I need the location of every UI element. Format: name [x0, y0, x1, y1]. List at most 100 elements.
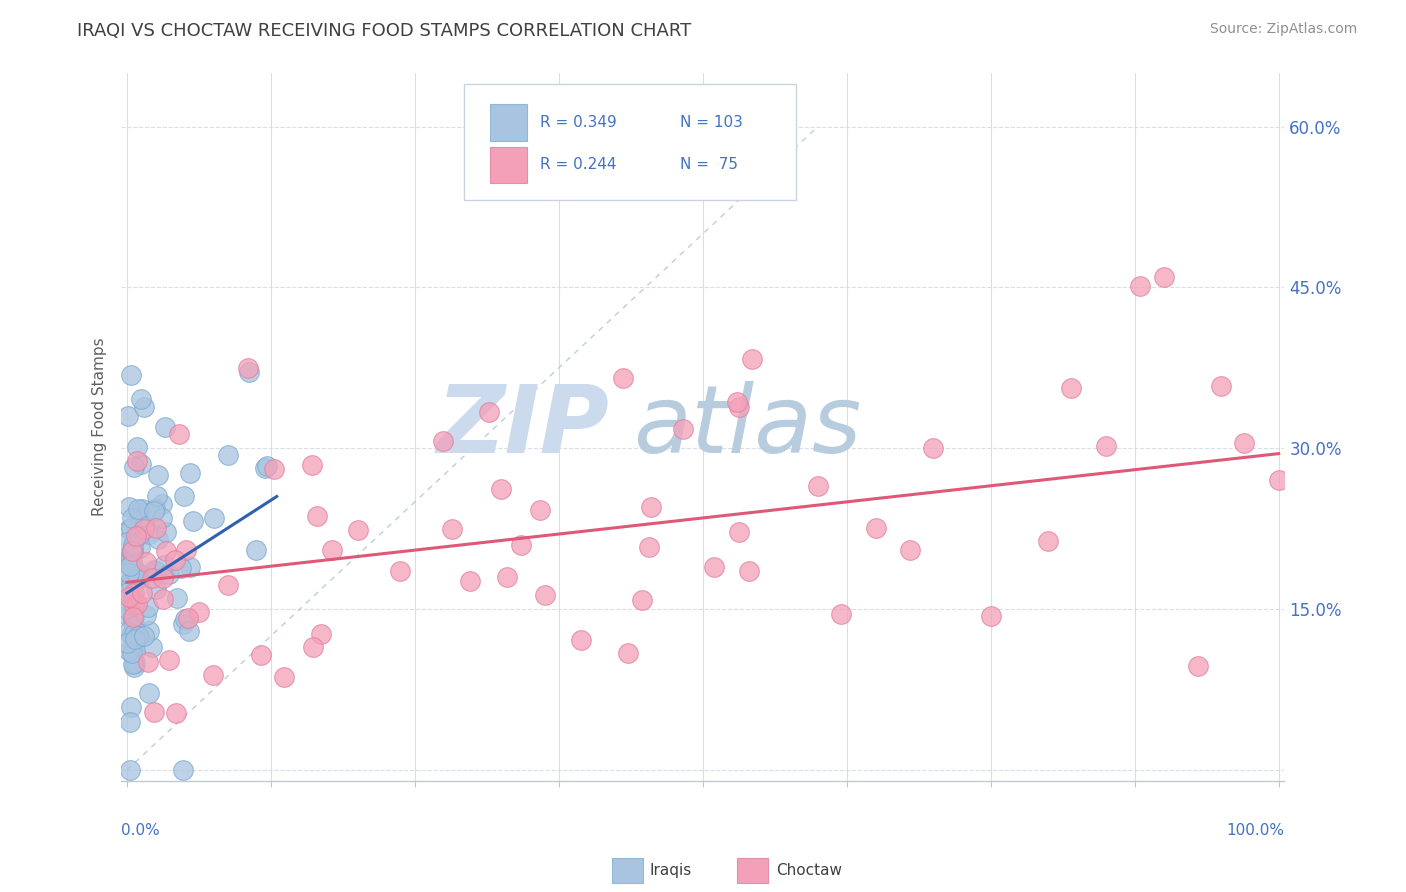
Point — [122, 619, 145, 633]
Point — [122, 610, 145, 624]
Point — [117, 585, 139, 599]
Point — [121, 544, 143, 558]
Point — [727, 400, 749, 414]
Point — [129, 392, 152, 407]
Point — [124, 656, 146, 670]
Bar — [489, 104, 527, 141]
Point — [117, 409, 139, 423]
Point — [118, 500, 141, 514]
Point — [1153, 269, 1175, 284]
Point — [236, 360, 259, 375]
Point — [118, 644, 141, 658]
Point — [120, 576, 142, 591]
Point — [533, 588, 555, 602]
Point — [458, 574, 481, 588]
Point — [124, 644, 146, 658]
Point — [138, 686, 160, 700]
Point — [128, 572, 150, 586]
Point — [703, 559, 725, 574]
Point — [489, 483, 512, 497]
Point — [146, 533, 169, 547]
Point — [238, 365, 260, 379]
Point — [127, 597, 149, 611]
Point — [122, 589, 145, 603]
Point — [121, 646, 143, 660]
Point — [202, 668, 225, 682]
Text: ZIP: ZIP — [437, 381, 610, 473]
Text: 100.0%: 100.0% — [1226, 823, 1285, 838]
Point — [138, 526, 160, 541]
Point — [256, 458, 278, 473]
Point — [121, 542, 143, 557]
Text: R = 0.244: R = 0.244 — [540, 158, 616, 172]
Point — [120, 521, 142, 535]
Point — [263, 462, 285, 476]
Point — [118, 566, 141, 580]
Point — [129, 541, 152, 555]
Point — [128, 505, 150, 519]
Point — [249, 648, 271, 662]
Point — [121, 559, 143, 574]
Point — [128, 629, 150, 643]
Point — [173, 489, 195, 503]
Point — [120, 763, 142, 777]
Text: R = 0.349: R = 0.349 — [540, 115, 617, 130]
Point — [120, 549, 142, 564]
Point — [170, 561, 193, 575]
Point — [120, 558, 142, 573]
Point — [509, 538, 531, 552]
Point — [117, 594, 139, 608]
Point — [612, 371, 634, 385]
Point — [922, 442, 945, 456]
Point — [128, 528, 150, 542]
Point — [898, 542, 921, 557]
Text: 0.0%: 0.0% — [121, 823, 160, 838]
Point — [135, 608, 157, 623]
Point — [177, 624, 200, 638]
Point — [122, 627, 145, 641]
Point — [153, 419, 176, 434]
Point — [309, 627, 332, 641]
Point — [478, 405, 501, 419]
Point — [131, 502, 153, 516]
Point — [121, 541, 143, 556]
Point — [155, 524, 177, 539]
Y-axis label: Receiving Food Stamps: Receiving Food Stamps — [93, 337, 107, 516]
Point — [121, 657, 143, 671]
Point — [136, 599, 159, 614]
Point — [120, 368, 142, 383]
Point — [127, 454, 149, 468]
Point — [172, 616, 194, 631]
Point — [1038, 534, 1060, 549]
Point — [120, 554, 142, 568]
Point — [166, 591, 188, 606]
Point — [117, 624, 139, 639]
Point — [174, 543, 197, 558]
Point — [167, 427, 190, 442]
Point — [179, 467, 201, 481]
Point — [245, 542, 267, 557]
Point — [115, 602, 138, 616]
Point — [217, 448, 239, 462]
Point — [153, 558, 176, 573]
Point — [124, 632, 146, 646]
Point — [127, 502, 149, 516]
Point — [122, 460, 145, 475]
Point — [122, 586, 145, 600]
Point — [202, 511, 225, 525]
Point — [152, 591, 174, 606]
Point — [150, 497, 173, 511]
Point — [143, 705, 166, 719]
Point — [127, 628, 149, 642]
Point — [132, 519, 155, 533]
Point — [637, 540, 659, 554]
Point — [118, 553, 141, 567]
Point — [273, 670, 295, 684]
Point — [118, 715, 141, 730]
Point — [1129, 278, 1152, 293]
Point — [640, 500, 662, 514]
Point — [217, 578, 239, 592]
Point — [122, 610, 145, 624]
Text: Iraqis: Iraqis — [650, 863, 692, 878]
Point — [134, 400, 156, 414]
